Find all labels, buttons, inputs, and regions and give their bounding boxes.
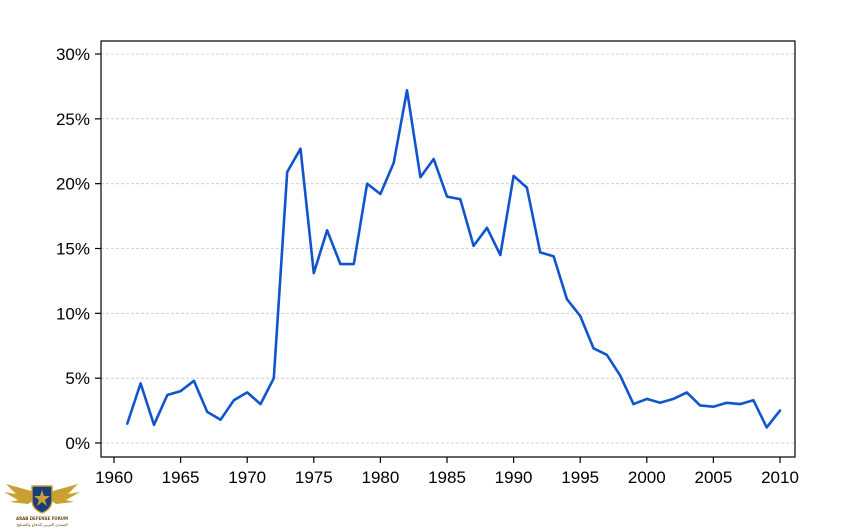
x-tick-label: 1960 xyxy=(95,468,133,487)
x-tick-label: 1970 xyxy=(228,468,266,487)
x-tick-label: 2005 xyxy=(694,468,732,487)
x-tick-label: 1995 xyxy=(561,468,599,487)
x-tick-label: 2010 xyxy=(761,468,799,487)
x-axis: 1960 1965 1970 1975 1980 1985 1990 1995 2000 2005… xyxy=(95,457,799,487)
x-tick-label: 1980 xyxy=(361,468,399,487)
x-tick-label: 1990 xyxy=(495,468,533,487)
y-tick-label: 20% xyxy=(56,175,90,194)
series-layer xyxy=(126,89,782,429)
series-line xyxy=(126,89,782,429)
logo-star-icon xyxy=(34,490,50,506)
logo-brand-text: ARAB DEFENSE FORUM xyxy=(16,516,68,521)
y-tick-label: 15% xyxy=(56,240,90,259)
gridlines xyxy=(101,53,795,444)
y-tick-label: 0% xyxy=(65,434,90,453)
x-tick-label: 1985 xyxy=(428,468,466,487)
logo-tagline-text: المنتدى العربي للدفاع والتسليح xyxy=(16,522,67,527)
y-tick-label: 5% xyxy=(65,369,90,388)
x-tick-label: 1965 xyxy=(162,468,200,487)
x-tick-label: 2000 xyxy=(628,468,666,487)
watermark-logo: ARAB DEFENSE FORUM المنتدى العربي للدفاع… xyxy=(4,484,80,527)
y-tick-label: 25% xyxy=(56,110,90,129)
y-axis: 0% 5% 10% 15% 20% 25% 30% xyxy=(56,45,101,453)
x-tick-label: 1975 xyxy=(295,468,333,487)
y-tick-label: 30% xyxy=(56,45,90,64)
y-tick-label: 10% xyxy=(56,304,90,323)
